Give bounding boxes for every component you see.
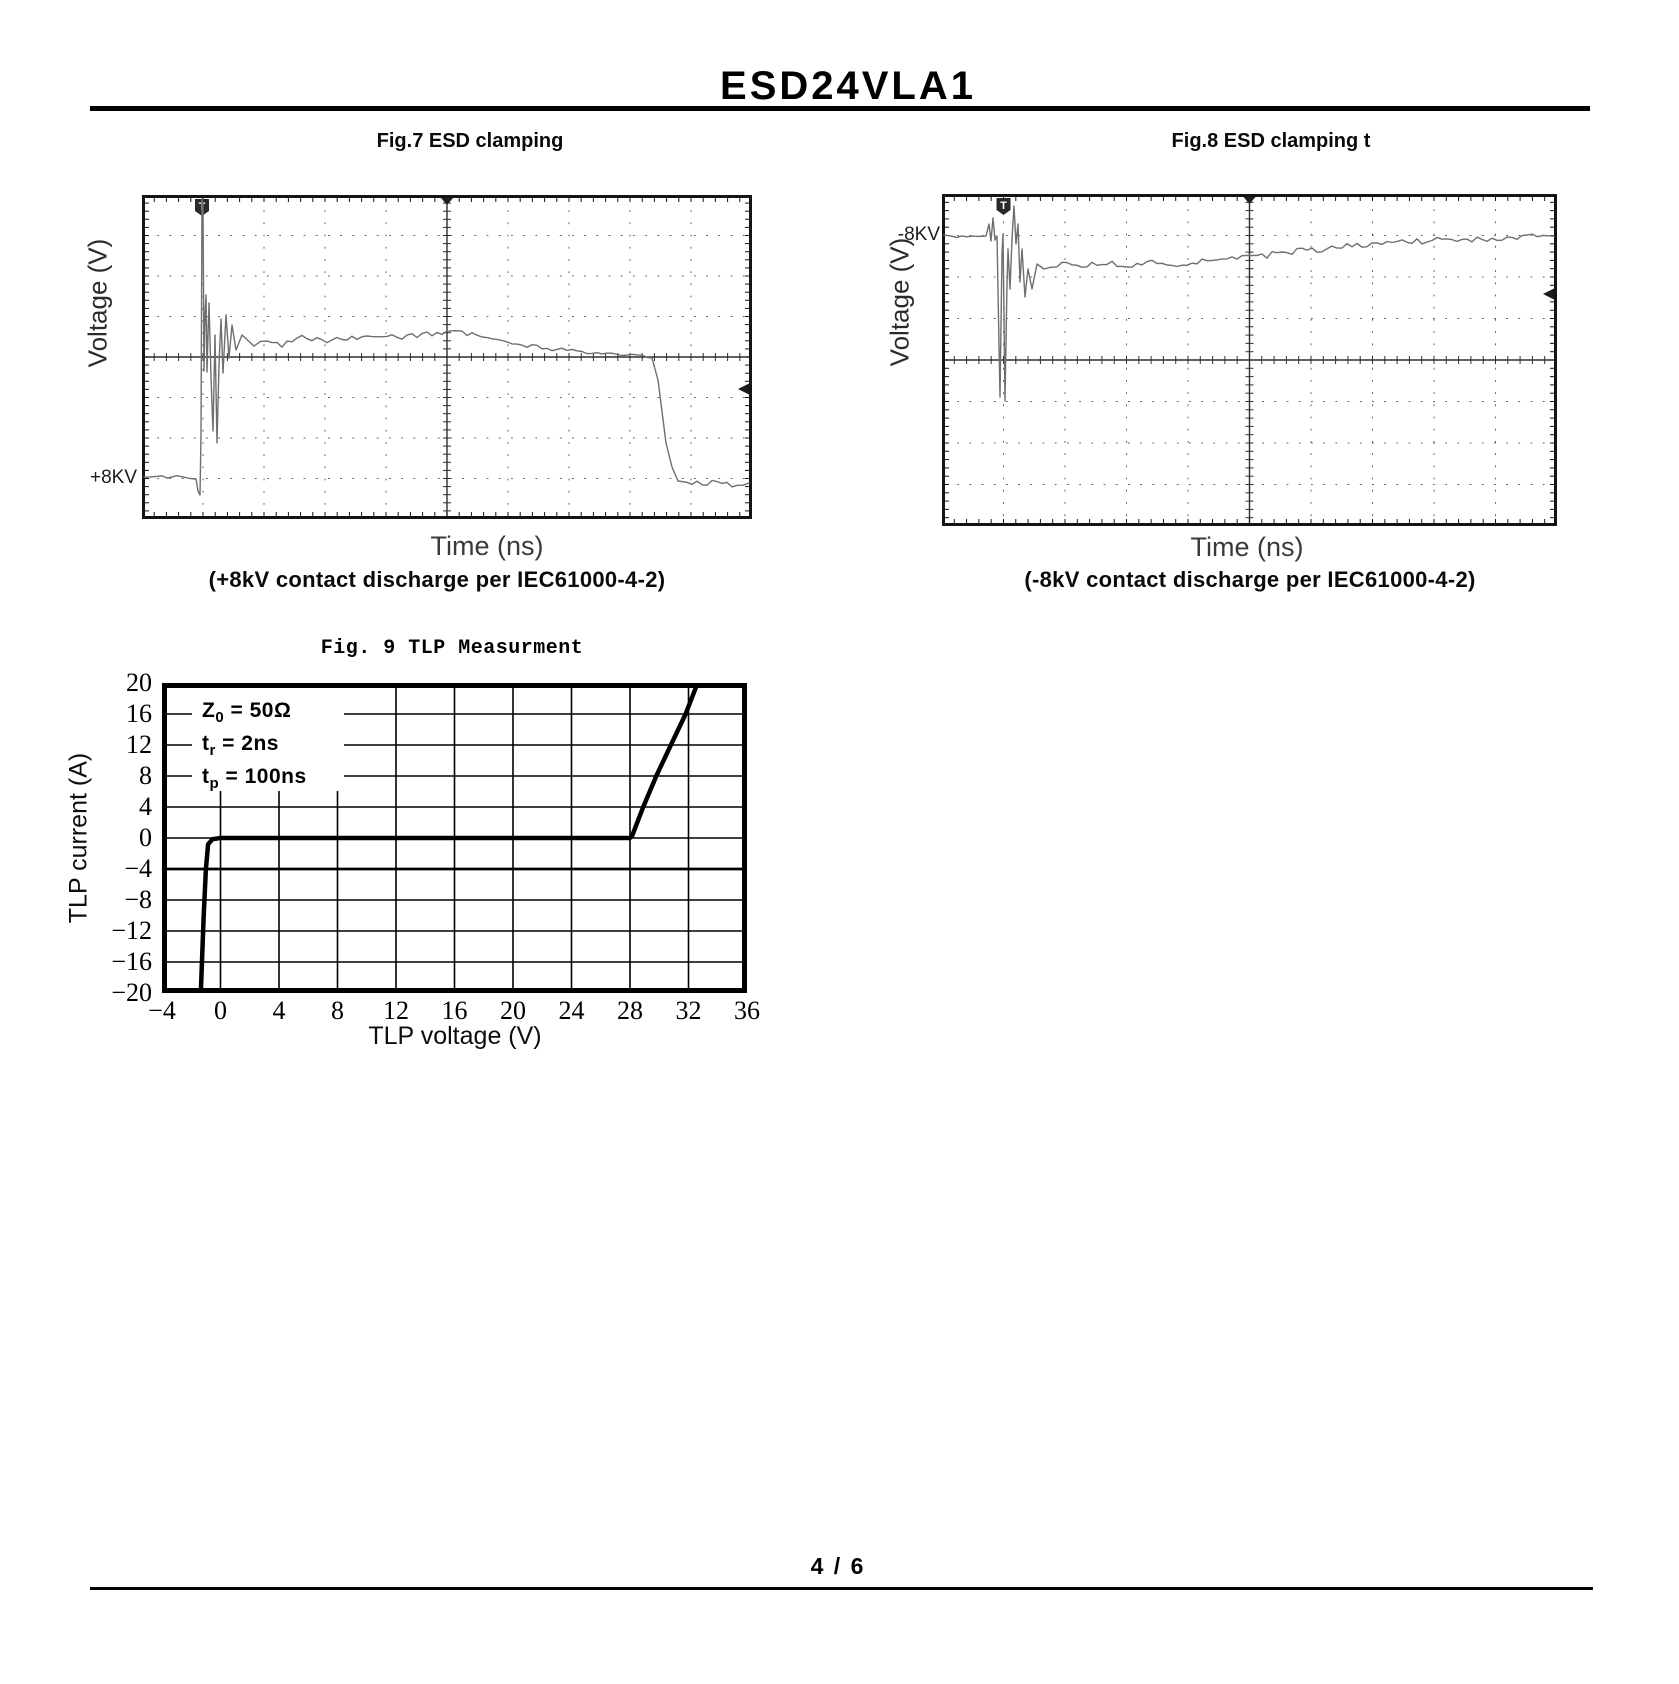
y-tick-label: −4 — [124, 854, 152, 883]
footer-rule — [90, 1587, 1593, 1590]
fig7-time-axis-label: Time (ns) — [430, 531, 544, 561]
header-rule — [90, 106, 1590, 111]
x-tick-label: 20 — [500, 996, 526, 1025]
fig7-title: Fig.7 ESD clamping — [376, 130, 564, 152]
fig9-x-tick-labels: −4 0 4 8 12 16 20 24 28 32 36 — [148, 995, 760, 1027]
fig8-title: Fig.8 ESD clamping t — [1171, 130, 1371, 152]
fig9-title: Fig. 9 TLP Measurment — [320, 637, 584, 660]
y-tick-label: −20 — [111, 978, 152, 1007]
waveform-trace — [143, 198, 750, 496]
annotation-line: tr = 2ns — [202, 732, 279, 759]
x-tick-label: 8 — [331, 996, 344, 1025]
x-tick-label: −4 — [148, 996, 176, 1025]
scope-border — [942, 194, 1557, 526]
x-tick-label: 28 — [617, 996, 643, 1025]
top-center-marker-icon — [441, 198, 453, 205]
fig8-caption: (-8kV contact discharge per IEC61000-4-2… — [1024, 567, 1476, 592]
scope-border — [142, 195, 752, 519]
x-tick-label: 12 — [383, 996, 409, 1025]
x-tick-label: 0 — [214, 996, 227, 1025]
x-tick-label: 32 — [675, 996, 702, 1025]
y-tick-label: 12 — [126, 730, 152, 759]
x-tick-label: 16 — [441, 996, 468, 1025]
y-tick-label: 4 — [139, 792, 152, 821]
page-number: 4 / 6 — [810, 1553, 866, 1579]
fig9-x-axis-label: TLP voltage (V) — [368, 1022, 542, 1050]
fig9-y-tick-labels: 20 16 12 8 4 0 −4 −8 −12 −16 −20 — [58, 668, 152, 1007]
y-tick-label: −8 — [124, 885, 152, 914]
annotation-box — [192, 687, 344, 791]
fig7-voltage-axis-label: Voltage (V) — [82, 238, 113, 368]
y-tick-label: 8 — [139, 761, 152, 790]
tlp-plot-border — [162, 683, 747, 993]
fig7-level-label: +8KV — [89, 467, 137, 488]
fig8-level-label: -8KV — [897, 224, 940, 245]
y-tick-label: 0 — [139, 823, 152, 852]
level-arrow-icon — [1543, 288, 1554, 300]
fig7-scope-plot: T — [142, 195, 752, 519]
trigger-marker-label: T — [1000, 200, 1007, 212]
fig8-voltage-axis-label: Voltage (V) — [884, 237, 915, 367]
scope-center-axes — [144, 197, 750, 517]
y-tick-label: −16 — [111, 947, 152, 976]
fig9-plot: Z0 = 50Ω tr = 2ns tp = 100ns — [162, 683, 747, 993]
waveform-trace — [943, 205, 1555, 402]
y-tick-label: −12 — [111, 916, 152, 945]
annotation-line: Z0 = 50Ω — [202, 699, 291, 726]
fig8-time-axis-label: Time (ns) — [1190, 532, 1304, 562]
y-tick-label: 20 — [126, 668, 152, 697]
page-title: ESD24VLA1 — [720, 64, 976, 108]
level-arrow-icon — [738, 383, 749, 395]
scope-center-axes — [944, 196, 1555, 524]
fig7-caption: (+8kV contact discharge per IEC61000-4-2… — [208, 567, 666, 592]
x-tick-label: 4 — [272, 996, 286, 1025]
fig8-scope-plot: T — [942, 194, 1557, 526]
top-center-marker-icon — [1243, 197, 1256, 204]
trigger-marker-icon — [996, 198, 1011, 215]
y-tick-label: 16 — [126, 699, 152, 728]
x-tick-label: 24 — [558, 996, 585, 1025]
annotation-line: tp = 100ns — [202, 765, 307, 792]
x-tick-label: 36 — [734, 996, 760, 1025]
tlp-curve — [198, 683, 700, 993]
